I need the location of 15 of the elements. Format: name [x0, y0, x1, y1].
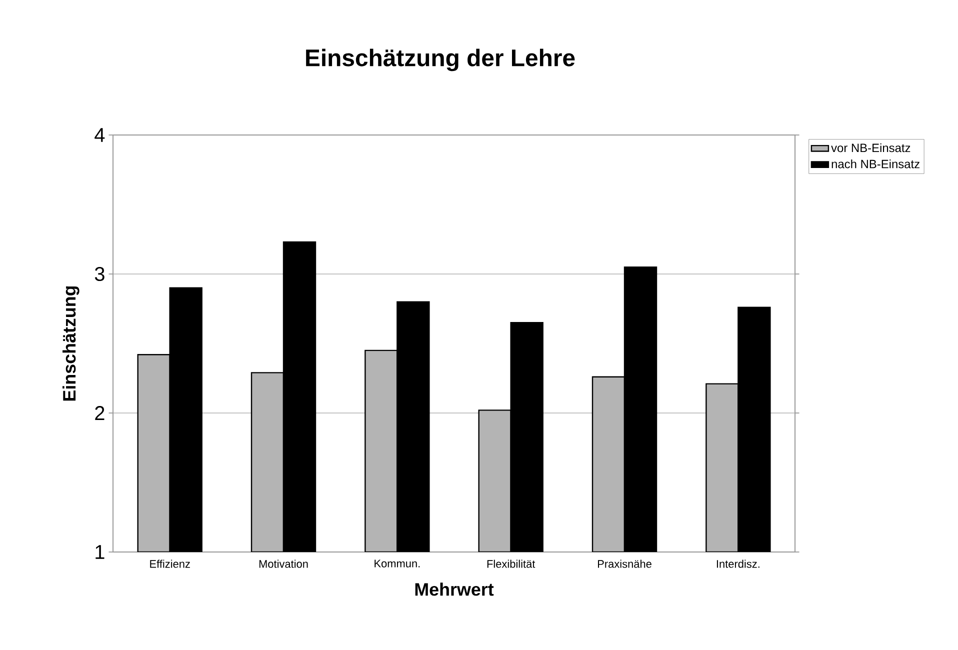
y-tick-label: 4	[94, 128, 105, 142]
x-tick-label: Interdisz.	[716, 560, 760, 568]
legend-label: nach NB-Einsatz	[832, 159, 920, 168]
x-axis-title: Mehrwert	[415, 582, 494, 596]
y-tick-label: 2	[95, 406, 104, 420]
chart-title: Einschätzung der Lehre	[306, 48, 575, 72]
x-tick-label: Flexibilität	[487, 560, 536, 568]
x-tick-label: Effizienz	[150, 560, 190, 568]
legend-label: vor NB-Einsatz	[831, 143, 910, 152]
x-tick-label: Praxisnähe	[598, 560, 652, 568]
x-tick-label: Kommun.	[374, 560, 420, 568]
y-axis-title: Einschätzung	[62, 286, 80, 401]
x-tick-label: Motivation	[259, 560, 308, 568]
y-tick-label: 1	[96, 545, 104, 559]
y-tick-label: 3	[94, 266, 104, 282]
